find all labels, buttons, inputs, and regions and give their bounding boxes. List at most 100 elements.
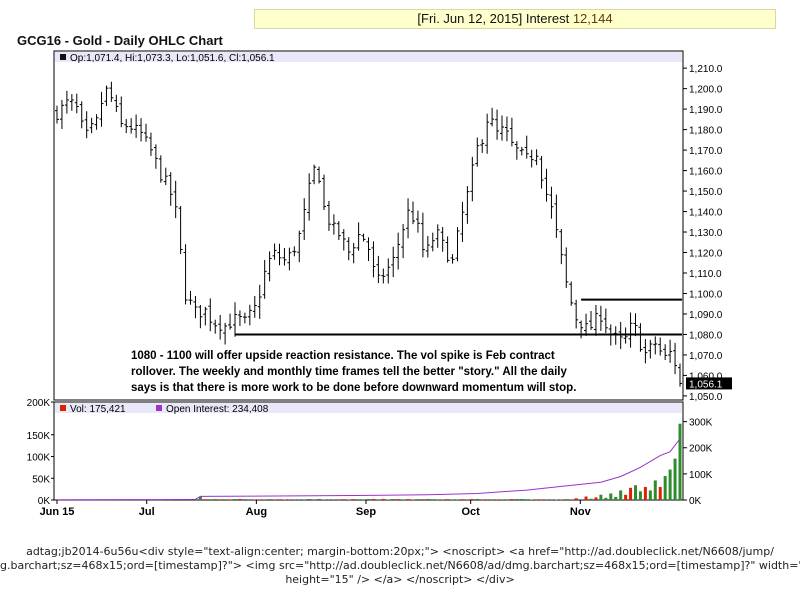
price-ytick-label: 1,070.0 <box>689 351 723 362</box>
price-ytick-label: 1,080.0 <box>689 330 723 341</box>
volume-bar <box>431 499 435 500</box>
volume-bar <box>357 499 361 500</box>
volume-bar <box>312 499 316 500</box>
volume-bar <box>292 499 296 500</box>
xtick-label: Oct <box>462 506 481 518</box>
volume-bar <box>426 498 430 500</box>
volume-bar <box>381 498 385 500</box>
volume-bar <box>460 499 464 500</box>
last-price-box <box>686 377 732 390</box>
header-date: [Fri. Jun 12, 2015] <box>417 11 523 26</box>
price-ytick-label: 1,210.0 <box>689 64 723 75</box>
annotation-line: rollover. The weekly and monthly time fr… <box>131 366 567 378</box>
volume-bar <box>352 499 356 500</box>
volume-bar <box>367 498 370 500</box>
price-ytick-label: 1,200.0 <box>689 85 723 96</box>
volume-bar <box>609 493 613 500</box>
price-ytick-label: 1,190.0 <box>689 105 723 116</box>
volume-bar <box>243 499 247 500</box>
xtick-label: Sep <box>356 506 376 518</box>
volume-bar <box>510 499 514 500</box>
vol-legend-text: Vol: 175,421 <box>70 404 126 415</box>
header-interest-label: Interest <box>525 11 570 26</box>
volume-bar <box>238 498 242 500</box>
volume-bar <box>213 499 217 500</box>
price-ytick-label: 1,180.0 <box>689 126 723 137</box>
xtick-label: Nov <box>570 506 592 518</box>
volume-bar <box>198 496 202 500</box>
price-panel-frame <box>53 50 684 401</box>
volume-bar <box>638 491 642 500</box>
oi-legend-text: Open Interest: 234,408 <box>166 404 269 415</box>
volume-panel-frame <box>53 401 684 501</box>
price-ytick-label: 1,090.0 <box>689 310 723 321</box>
ad-tag-footer: adtag;jb2014-6u56u<div style="text-align… <box>0 545 800 587</box>
volume-bar <box>673 458 677 500</box>
volume-bar <box>307 499 311 500</box>
volume-bar <box>208 499 212 500</box>
volume-bar <box>446 499 450 500</box>
volume-bar <box>663 476 667 500</box>
price-ytick-label: 1,140.0 <box>689 208 723 219</box>
price-legend-swatch <box>60 54 66 60</box>
volume-bar <box>203 499 207 500</box>
volume-bar <box>490 499 494 500</box>
volume-bar <box>485 499 489 500</box>
price-ytick-label: 1,170.0 <box>689 146 723 157</box>
last-price-label: 1,056.1 <box>689 379 723 390</box>
volume-bar <box>248 499 252 500</box>
price-ytick-label: 1,060.0 <box>689 371 723 382</box>
volume-bar <box>391 499 395 500</box>
volume-bar <box>268 499 272 500</box>
volume-bar <box>233 499 237 500</box>
open-interest-line <box>56 438 681 501</box>
vol-ytick-label: 100K <box>27 453 51 464</box>
volume-bar <box>653 480 657 500</box>
volume-bar <box>535 499 539 500</box>
annotation-line: 1080 - 1100 will offer upside reaction r… <box>131 350 555 362</box>
volume-bar <box>678 423 682 500</box>
volume-bar <box>668 469 672 500</box>
chart-title: GCG16 - Gold - Daily OHLC Chart <box>17 33 223 48</box>
volume-bar <box>317 498 321 500</box>
volume-bar <box>643 486 647 500</box>
vol-ytick-label: 0K <box>38 496 51 507</box>
price-legend-bar <box>55 52 682 62</box>
volume-bar <box>302 499 306 500</box>
volume-bar <box>629 487 633 500</box>
volume-bar <box>594 497 598 500</box>
volume-bar <box>470 499 474 500</box>
volume-bar <box>624 494 628 500</box>
price-ytick-label: 1,110.0 <box>689 269 722 280</box>
vol-ytick-label: 150K <box>27 431 51 442</box>
volume-bar <box>223 499 227 500</box>
vol-ytick-label: 200K <box>27 398 51 409</box>
volume-bar <box>218 499 222 500</box>
vol-ytick-label: 50K <box>32 474 50 485</box>
vol-legend-swatch <box>60 405 66 411</box>
price-ytick-label: 1,150.0 <box>689 187 723 198</box>
volume-bar <box>297 499 301 500</box>
volume-bar <box>564 499 568 500</box>
volume-bar <box>614 496 618 500</box>
volume-bar <box>589 498 593 500</box>
oi-ytick-label: 200K <box>689 444 713 455</box>
footer-line-1: adtag;jb2014-6u56u<div style="text-align… <box>26 545 774 558</box>
volume-bar <box>520 499 524 500</box>
price-legend-text: Op:1,071.4, Hi:1,073.3, Lo:1,051.6, Cl:1… <box>70 53 275 64</box>
volume-legend-bar <box>55 403 682 413</box>
price-ytick-label: 1,120.0 <box>689 249 723 260</box>
volume-bar <box>648 490 652 500</box>
oi-ytick-label: 100K <box>689 470 713 481</box>
header-interest-value: 12,144 <box>572 11 613 26</box>
volume-bar <box>599 494 603 500</box>
volume-bar <box>416 499 420 500</box>
volume-bar <box>456 499 459 500</box>
volume-bar <box>634 485 637 500</box>
chart-header-bar: [Fri. Jun 12, 2015] Interest 12,144 <box>254 9 776 29</box>
price-ytick-label: 1,100.0 <box>689 289 723 300</box>
oi-ytick-label: 300K <box>689 418 713 429</box>
ohlc-chart: Op:1,071.4, Hi:1,073.3, Lo:1,051.6, Cl:1… <box>27 50 732 518</box>
volume-bar <box>278 499 281 500</box>
price-ytick-label: 1,130.0 <box>689 228 723 239</box>
